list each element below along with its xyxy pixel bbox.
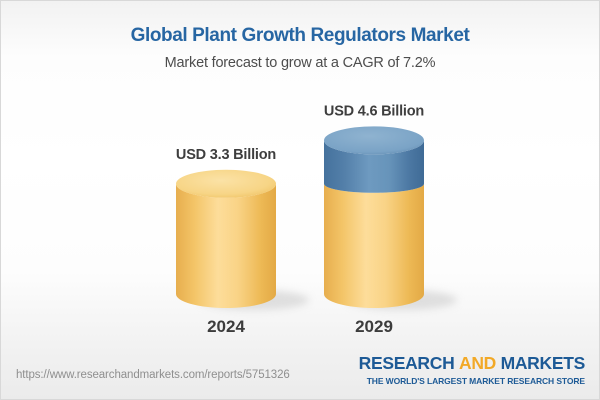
bar-year-label: 2029	[355, 317, 393, 336]
logo-wordmark: RESEARCH AND MARKETS	[358, 353, 586, 374]
cylinder-bar-2024: USD 3.3 Billion 2024	[176, 147, 309, 336]
logo-word-research: RESEARCH	[358, 353, 455, 373]
logo-word-and: AND	[458, 353, 496, 373]
cylinder-top-cap	[176, 169, 276, 198]
cylinder-segment-forecast-growth	[324, 140, 424, 193]
bar-value-label: USD 4.6 Billion	[324, 103, 424, 119]
research-and-markets-logo[interactable]: RESEARCH AND MARKETS THE WORLD'S LARGEST…	[358, 353, 586, 386]
bar-year-label: 2024	[207, 317, 245, 336]
report-url[interactable]: https://www.researchandmarkets.com/repor…	[16, 369, 290, 381]
page-subtitle: Market forecast to grow at a CAGR of 7.2…	[164, 55, 436, 71]
page-title: Global Plant Growth Regulators Market	[130, 25, 470, 46]
bar-value-label: USD 3.3 Billion	[176, 147, 276, 163]
cylinder-top-cap	[324, 126, 424, 155]
cylinder-bar-2029: USD 4.6 Billion 2029	[324, 103, 457, 336]
logo-tagline: THE WORLD'S LARGEST MARKET RESEARCH STOR…	[366, 376, 585, 386]
logo-word-markets: MARKETS	[500, 353, 586, 373]
cylinder-segment-base-market	[176, 183, 276, 308]
cylinder-segment-base-market	[324, 183, 424, 308]
